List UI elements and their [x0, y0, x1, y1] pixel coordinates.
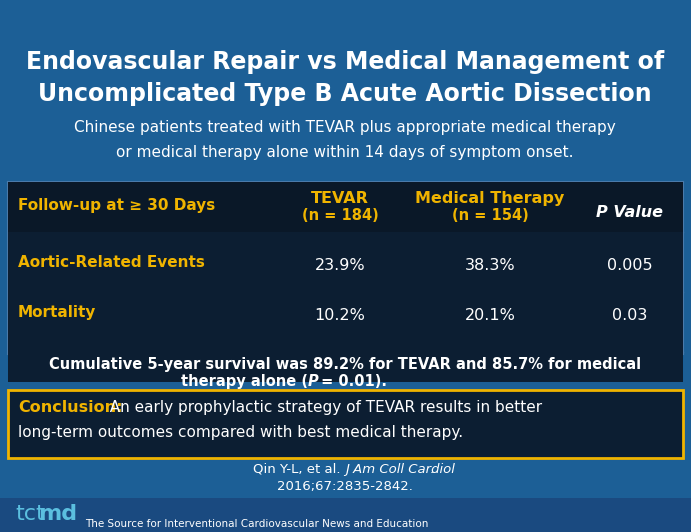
- Text: (n = 154): (n = 154): [452, 208, 529, 223]
- Text: 38.3%: 38.3%: [464, 258, 515, 273]
- Text: Uncomplicated Type B Acute Aortic Dissection: Uncomplicated Type B Acute Aortic Dissec…: [38, 82, 652, 106]
- Text: or medical therapy alone within 14 days of symptom onset.: or medical therapy alone within 14 days …: [116, 145, 574, 160]
- Text: 23.9%: 23.9%: [314, 258, 366, 273]
- Text: P Value: P Value: [596, 205, 663, 220]
- Text: tct: tct: [15, 504, 45, 524]
- Text: Qin Y-L, et al.: Qin Y-L, et al.: [253, 463, 345, 476]
- Text: 0.005: 0.005: [607, 258, 653, 273]
- Text: P: P: [308, 374, 319, 389]
- Text: Conclusion:: Conclusion:: [18, 400, 122, 415]
- Text: 0.03: 0.03: [612, 308, 647, 323]
- Text: long-term outcomes compared with best medical therapy.: long-term outcomes compared with best me…: [18, 425, 463, 440]
- Text: (n = 184): (n = 184): [302, 208, 379, 223]
- Text: Cumulative 5-year survival was 89.2% for TEVAR and 85.7% for medical: Cumulative 5-year survival was 89.2% for…: [49, 357, 641, 372]
- Text: TEVAR: TEVAR: [311, 191, 369, 206]
- Text: .: .: [430, 463, 434, 476]
- Text: Chinese patients treated with TEVAR plus appropriate medical therapy: Chinese patients treated with TEVAR plus…: [74, 120, 616, 135]
- Text: therapy alone (: therapy alone (: [181, 374, 308, 389]
- Text: 2016;67:2835-2842.: 2016;67:2835-2842.: [277, 480, 413, 493]
- Text: An early prophylactic strategy of TEVAR results in better: An early prophylactic strategy of TEVAR …: [100, 400, 542, 415]
- Text: Follow-up at ≥ 30 Days: Follow-up at ≥ 30 Days: [18, 198, 216, 213]
- Text: Endovascular Repair vs Medical Management of: Endovascular Repair vs Medical Managemen…: [26, 50, 664, 74]
- Text: Mortality: Mortality: [18, 305, 96, 320]
- Text: The Source for Interventional Cardiovascular News and Education: The Source for Interventional Cardiovasc…: [85, 519, 428, 529]
- Text: 10.2%: 10.2%: [314, 308, 366, 323]
- Text: md: md: [38, 504, 77, 524]
- Text: Aortic-Related Events: Aortic-Related Events: [18, 255, 205, 270]
- Text: Medical Therapy: Medical Therapy: [415, 191, 565, 206]
- Text: = 0.01).: = 0.01).: [316, 374, 387, 389]
- Text: J Am Coll Cardiol: J Am Coll Cardiol: [345, 463, 455, 476]
- Text: 20.1%: 20.1%: [464, 308, 515, 323]
